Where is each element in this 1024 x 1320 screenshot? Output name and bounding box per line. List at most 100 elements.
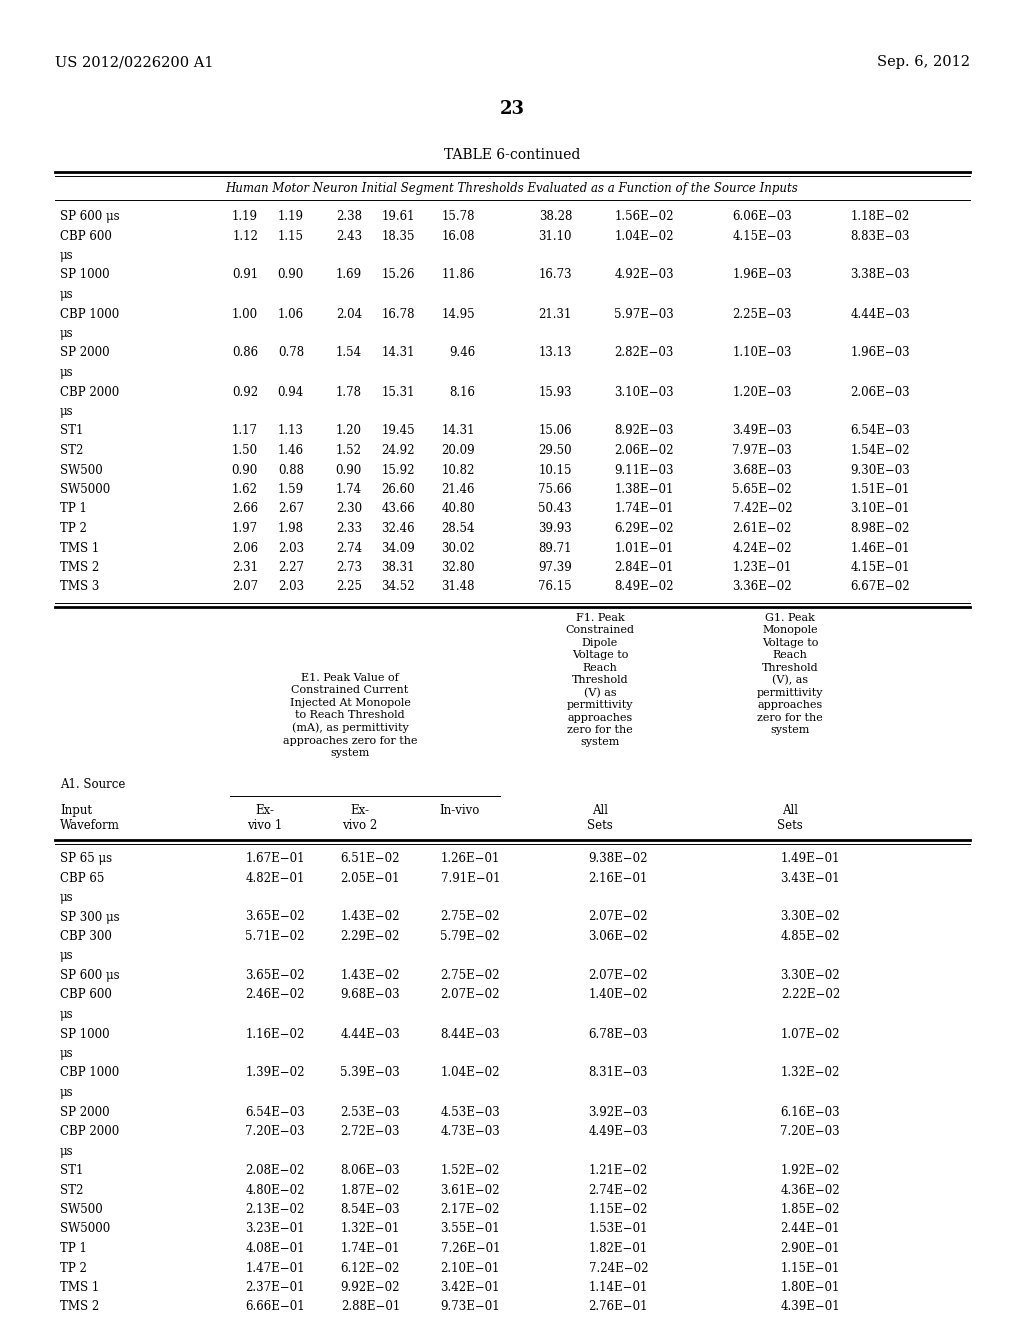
Text: 26.60: 26.60 [381,483,415,496]
Text: μs: μs [60,405,74,418]
Text: 2.07E−02: 2.07E−02 [589,911,648,924]
Text: 7.26E−01: 7.26E−01 [440,1242,500,1255]
Text: 2.84E−01: 2.84E−01 [614,561,674,574]
Text: 4.49E−03: 4.49E−03 [588,1125,648,1138]
Text: μs: μs [60,327,74,341]
Text: 9.73E−01: 9.73E−01 [440,1300,500,1313]
Text: 9.46: 9.46 [449,346,475,359]
Text: 1.40E−02: 1.40E−02 [589,989,648,1002]
Text: μs: μs [60,1047,74,1060]
Text: 2.37E−01: 2.37E−01 [246,1280,305,1294]
Text: 3.92E−03: 3.92E−03 [589,1106,648,1118]
Text: 2.38: 2.38 [336,210,362,223]
Text: SP 2000: SP 2000 [60,346,110,359]
Text: 2.46E−02: 2.46E−02 [246,989,305,1002]
Text: 1.54: 1.54 [336,346,362,359]
Text: CBP 1000: CBP 1000 [60,308,119,321]
Text: ST1: ST1 [60,1164,83,1177]
Text: 9.38E−02: 9.38E−02 [589,851,648,865]
Text: 1.04E−02: 1.04E−02 [614,230,674,243]
Text: 4.15E−01: 4.15E−01 [851,561,910,574]
Text: 1.20: 1.20 [336,425,362,437]
Text: 1.16E−02: 1.16E−02 [246,1027,305,1040]
Text: 6.16E−03: 6.16E−03 [780,1106,840,1118]
Text: 29.50: 29.50 [539,444,572,457]
Text: 2.03: 2.03 [278,581,304,594]
Text: CBP 300: CBP 300 [60,931,112,942]
Text: 1.15E−02: 1.15E−02 [589,1203,648,1216]
Text: 50.43: 50.43 [539,503,572,516]
Text: 16.08: 16.08 [441,230,475,243]
Text: 10.15: 10.15 [539,463,572,477]
Text: 1.80E−01: 1.80E−01 [780,1280,840,1294]
Text: 3.49E−03: 3.49E−03 [732,425,792,437]
Text: 97.39: 97.39 [539,561,572,574]
Text: 4.44E−03: 4.44E−03 [340,1027,400,1040]
Text: 2.25: 2.25 [336,581,362,594]
Text: CBP 2000: CBP 2000 [60,385,119,399]
Text: 4.08E−01: 4.08E−01 [246,1242,305,1255]
Text: 1.43E−02: 1.43E−02 [341,911,400,924]
Text: 5.79E−02: 5.79E−02 [440,931,500,942]
Text: 9.30E−03: 9.30E−03 [850,463,910,477]
Text: 14.31: 14.31 [382,346,415,359]
Text: 30.02: 30.02 [441,541,475,554]
Text: 1.13: 1.13 [278,425,304,437]
Text: 28.54: 28.54 [441,521,475,535]
Text: 7.24E−02: 7.24E−02 [589,1262,648,1275]
Text: Human Motor Neuron Initial Segment Thresholds Evaluated as a Function of the Sou: Human Motor Neuron Initial Segment Thres… [225,182,799,195]
Text: CBP 1000: CBP 1000 [60,1067,119,1080]
Text: 3.06E−02: 3.06E−02 [589,931,648,942]
Text: 8.83E−03: 8.83E−03 [851,230,910,243]
Text: 5.97E−03: 5.97E−03 [614,308,674,321]
Text: 1.32E−01: 1.32E−01 [341,1222,400,1236]
Text: 31.48: 31.48 [441,581,475,594]
Text: A1. Source: A1. Source [60,777,125,791]
Text: 1.23E−01: 1.23E−01 [732,561,792,574]
Text: TP 1: TP 1 [60,503,87,516]
Text: TMS 1: TMS 1 [60,541,99,554]
Text: 38.28: 38.28 [539,210,572,223]
Text: 7.91E−01: 7.91E−01 [440,871,500,884]
Text: 9.68E−03: 9.68E−03 [340,989,400,1002]
Text: 34.09: 34.09 [381,541,415,554]
Text: 89.71: 89.71 [539,541,572,554]
Text: 0.86: 0.86 [231,346,258,359]
Text: 1.85E−02: 1.85E−02 [780,1203,840,1216]
Text: 2.05E−01: 2.05E−01 [341,871,400,884]
Text: 2.43: 2.43 [336,230,362,243]
Text: 1.96E−03: 1.96E−03 [850,346,910,359]
Text: 19.61: 19.61 [382,210,415,223]
Text: 3.36E−02: 3.36E−02 [732,581,792,594]
Text: 18.35: 18.35 [382,230,415,243]
Text: 1.38E−01: 1.38E−01 [614,483,674,496]
Text: 2.06E−02: 2.06E−02 [614,444,674,457]
Text: 2.75E−02: 2.75E−02 [440,969,500,982]
Text: 8.49E−02: 8.49E−02 [614,581,674,594]
Text: 20.09: 20.09 [441,444,475,457]
Text: 4.92E−03: 4.92E−03 [614,268,674,281]
Text: 1.04E−02: 1.04E−02 [440,1067,500,1080]
Text: 1.59: 1.59 [278,483,304,496]
Text: CBP 2000: CBP 2000 [60,1125,119,1138]
Text: 4.82E−01: 4.82E−01 [246,871,305,884]
Text: 0.94: 0.94 [278,385,304,399]
Text: ST1: ST1 [60,425,83,437]
Text: 1.74E−01: 1.74E−01 [341,1242,400,1255]
Text: Input
Waveform: Input Waveform [60,804,120,832]
Text: 6.54E−03: 6.54E−03 [246,1106,305,1118]
Text: 2.44E−01: 2.44E−01 [780,1222,840,1236]
Text: μs: μs [60,288,74,301]
Text: 38.31: 38.31 [382,561,415,574]
Text: 7.97E−03: 7.97E−03 [732,444,792,457]
Text: 4.80E−02: 4.80E−02 [246,1184,305,1196]
Text: 6.51E−02: 6.51E−02 [341,851,400,865]
Text: 1.74E−01: 1.74E−01 [614,503,674,516]
Text: 8.06E−03: 8.06E−03 [340,1164,400,1177]
Text: 8.92E−03: 8.92E−03 [614,425,674,437]
Text: In-vivo: In-vivo [440,804,480,817]
Text: 2.06E−03: 2.06E−03 [850,385,910,399]
Text: 2.74: 2.74 [336,541,362,554]
Text: 2.27: 2.27 [278,561,304,574]
Text: 6.29E−02: 6.29E−02 [614,521,674,535]
